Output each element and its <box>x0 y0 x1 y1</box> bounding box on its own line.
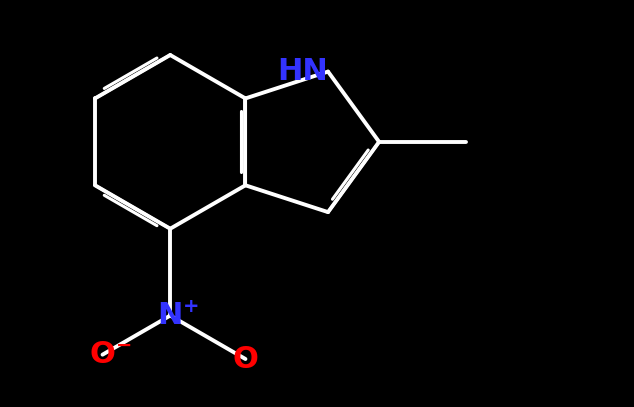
Text: O: O <box>89 340 115 369</box>
Text: −: − <box>115 336 132 355</box>
Text: O: O <box>233 344 259 374</box>
Text: HN: HN <box>277 57 328 86</box>
Text: N: N <box>157 301 183 330</box>
Text: +: + <box>183 297 200 316</box>
